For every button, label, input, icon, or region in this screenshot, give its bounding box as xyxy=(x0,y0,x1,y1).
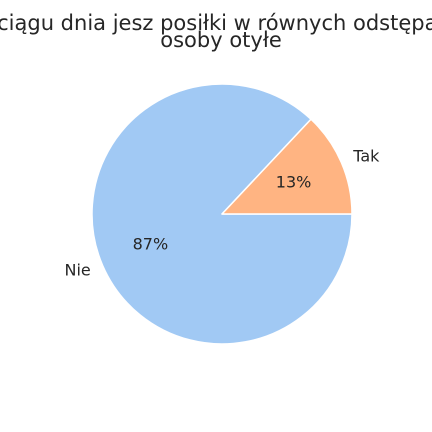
pie-labels: Nie 87% Tak 13% xyxy=(64,147,380,280)
pie-value-label-tak: 13% xyxy=(276,173,312,192)
pie-label-tak: Tak xyxy=(352,147,380,166)
chart-title-line-2: osoby otyłe xyxy=(160,28,281,52)
pie-label-nie: Nie xyxy=(64,260,90,279)
chart-title-line-1: W ciągu dnia jesz posiłki w równych odst… xyxy=(0,11,432,35)
pie-value-label-nie: 87% xyxy=(133,234,169,253)
pie-slices xyxy=(91,83,353,345)
pie-slice-tak xyxy=(221,118,353,215)
chart-title: W ciągu dnia jesz posiłki w równych odst… xyxy=(0,11,432,52)
